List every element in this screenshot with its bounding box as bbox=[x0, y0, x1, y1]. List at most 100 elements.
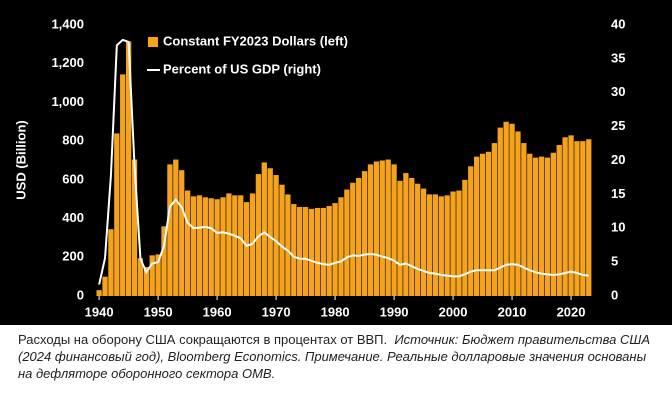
x-tick-label: 1970 bbox=[262, 304, 291, 319]
bar bbox=[438, 196, 444, 296]
bar bbox=[350, 182, 356, 296]
bar bbox=[220, 197, 226, 296]
x-tick-label: 1950 bbox=[144, 304, 173, 319]
bar bbox=[137, 258, 144, 296]
bar bbox=[497, 127, 503, 296]
bar bbox=[108, 229, 114, 296]
bar bbox=[397, 180, 403, 296]
caption-note: Источник: Бюджет правительства США (2024… bbox=[18, 332, 650, 381]
bar bbox=[179, 170, 185, 296]
bar bbox=[273, 175, 279, 296]
bar bbox=[161, 226, 167, 296]
y-tick-label: 800 bbox=[62, 133, 84, 148]
bar bbox=[568, 135, 574, 296]
bar bbox=[314, 207, 321, 296]
bar bbox=[556, 145, 562, 296]
bar bbox=[243, 202, 250, 296]
bar bbox=[255, 174, 262, 296]
bar bbox=[550, 152, 557, 296]
y-tick-label: 400 bbox=[62, 210, 84, 225]
bar bbox=[173, 159, 179, 296]
caption-text: Расходы на оборону США сокращаются в про… bbox=[18, 332, 388, 347]
bar bbox=[143, 266, 149, 296]
bar bbox=[279, 184, 285, 296]
bar bbox=[403, 173, 409, 296]
y-tick-label: 1,000 bbox=[51, 94, 84, 109]
bar bbox=[544, 157, 551, 296]
bar bbox=[149, 255, 155, 296]
bar bbox=[326, 205, 332, 296]
bar bbox=[285, 194, 291, 296]
bar bbox=[468, 166, 474, 296]
bar bbox=[190, 196, 197, 296]
bar bbox=[214, 199, 220, 296]
bar bbox=[538, 156, 545, 296]
bar bbox=[238, 195, 244, 296]
bar bbox=[131, 159, 138, 296]
bar bbox=[385, 159, 391, 296]
bar bbox=[391, 164, 397, 296]
bar bbox=[102, 276, 108, 296]
y2-tick-label: 10 bbox=[611, 220, 625, 235]
bar bbox=[474, 156, 480, 296]
bar bbox=[491, 143, 498, 296]
bar bbox=[586, 139, 592, 296]
legend-label: Percent of US GDP (right) bbox=[163, 61, 321, 76]
y-tick-label: 200 bbox=[62, 249, 84, 264]
x-tick-label: 1960 bbox=[203, 304, 232, 319]
bar bbox=[232, 195, 238, 296]
bar bbox=[367, 164, 374, 296]
chart: USD (Billion) 02004006008001,0001,2001,4… bbox=[0, 0, 672, 325]
caption: Расходы на оборону США сокращаются в про… bbox=[0, 325, 668, 382]
bar bbox=[155, 254, 161, 296]
y2-tick-label: 0 bbox=[611, 287, 618, 302]
bar bbox=[184, 190, 191, 296]
y-tick-label: 600 bbox=[62, 171, 84, 186]
bar bbox=[521, 143, 527, 296]
bar bbox=[503, 121, 509, 297]
bar bbox=[515, 131, 521, 296]
bar bbox=[125, 41, 132, 297]
bar bbox=[432, 194, 439, 296]
y2-tick-label: 30 bbox=[611, 84, 625, 99]
y-tick-label: 1,400 bbox=[51, 16, 84, 31]
bar bbox=[574, 141, 580, 296]
x-tick-label: 1940 bbox=[85, 304, 114, 319]
bar bbox=[527, 153, 533, 296]
bar bbox=[450, 191, 456, 296]
y2-tick-label: 25 bbox=[611, 118, 625, 133]
y2-tick-label: 40 bbox=[611, 16, 625, 31]
bar bbox=[332, 203, 338, 296]
y-tick-label: 1,200 bbox=[51, 55, 84, 70]
bar bbox=[120, 74, 126, 296]
bar bbox=[379, 160, 385, 296]
bar bbox=[297, 206, 303, 296]
bar bbox=[291, 204, 297, 296]
bar bbox=[356, 177, 362, 296]
y2-tick-label: 5 bbox=[611, 254, 618, 269]
bar bbox=[261, 162, 267, 296]
bar bbox=[456, 190, 462, 296]
bar bbox=[420, 188, 427, 296]
legend-label: Constant FY2023 Dollars (left) bbox=[163, 33, 348, 48]
bar bbox=[167, 164, 173, 296]
x-tick-label: 1990 bbox=[380, 304, 409, 319]
bar bbox=[580, 141, 586, 296]
x-tick-label: 2010 bbox=[498, 304, 527, 319]
bar bbox=[509, 123, 515, 296]
y2-tick-label: 35 bbox=[611, 50, 625, 65]
y-tick-label: 0 bbox=[77, 287, 84, 302]
y-axis-title: USD (Billion) bbox=[13, 120, 28, 199]
bar bbox=[479, 153, 486, 296]
bar bbox=[562, 137, 568, 296]
bar bbox=[409, 177, 415, 296]
bar bbox=[344, 189, 350, 296]
y2-tick-label: 20 bbox=[611, 152, 625, 167]
bar bbox=[338, 197, 344, 296]
bar bbox=[415, 183, 421, 296]
line bbox=[98, 38, 589, 285]
bar bbox=[114, 133, 120, 296]
x-tick-label: 2020 bbox=[557, 304, 586, 319]
y2-tick-label: 15 bbox=[611, 186, 625, 201]
